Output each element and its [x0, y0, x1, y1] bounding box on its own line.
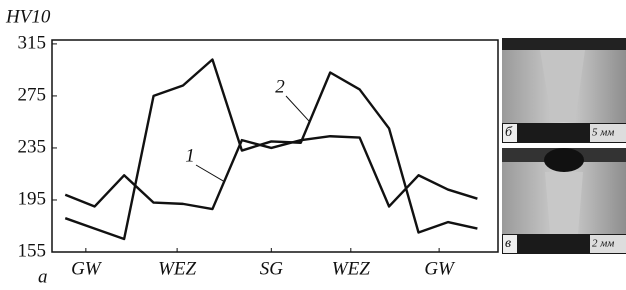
series-line [65, 60, 477, 239]
series-line [65, 136, 477, 209]
micrograph: в 2 мм [502, 148, 626, 254]
series-label: 2 [275, 76, 285, 97]
y-tick-label: 275 [18, 84, 47, 105]
y-tick-label: 155 [18, 240, 47, 261]
y-tick-label: 195 [18, 188, 47, 209]
y-tick-label: 315 [18, 32, 47, 53]
y-tick-label: 235 [18, 136, 47, 157]
x-tick-label: GW [424, 258, 456, 279]
x-tick-label: GW [71, 258, 103, 279]
micrograph-label: в [505, 236, 511, 251]
x-tick-label: SG [260, 258, 284, 279]
leader-line [286, 96, 310, 122]
leader-line [196, 165, 224, 182]
figure: HV10 a б 5 мм в 2 мм 155 195 235 275 315 GW WE… [0, 0, 626, 290]
panel-label: a [38, 266, 48, 287]
micrograph: б 5 мм [502, 38, 626, 143]
scale-label: 5 мм [592, 127, 614, 139]
y-label: HV10 [5, 6, 51, 27]
micrograph-label: б [505, 125, 513, 140]
series-label: 1 [185, 145, 195, 166]
x-tick-label: WEZ [158, 258, 196, 279]
x-tick-label: WEZ [332, 258, 370, 279]
scale-label: 2 мм [592, 238, 614, 250]
